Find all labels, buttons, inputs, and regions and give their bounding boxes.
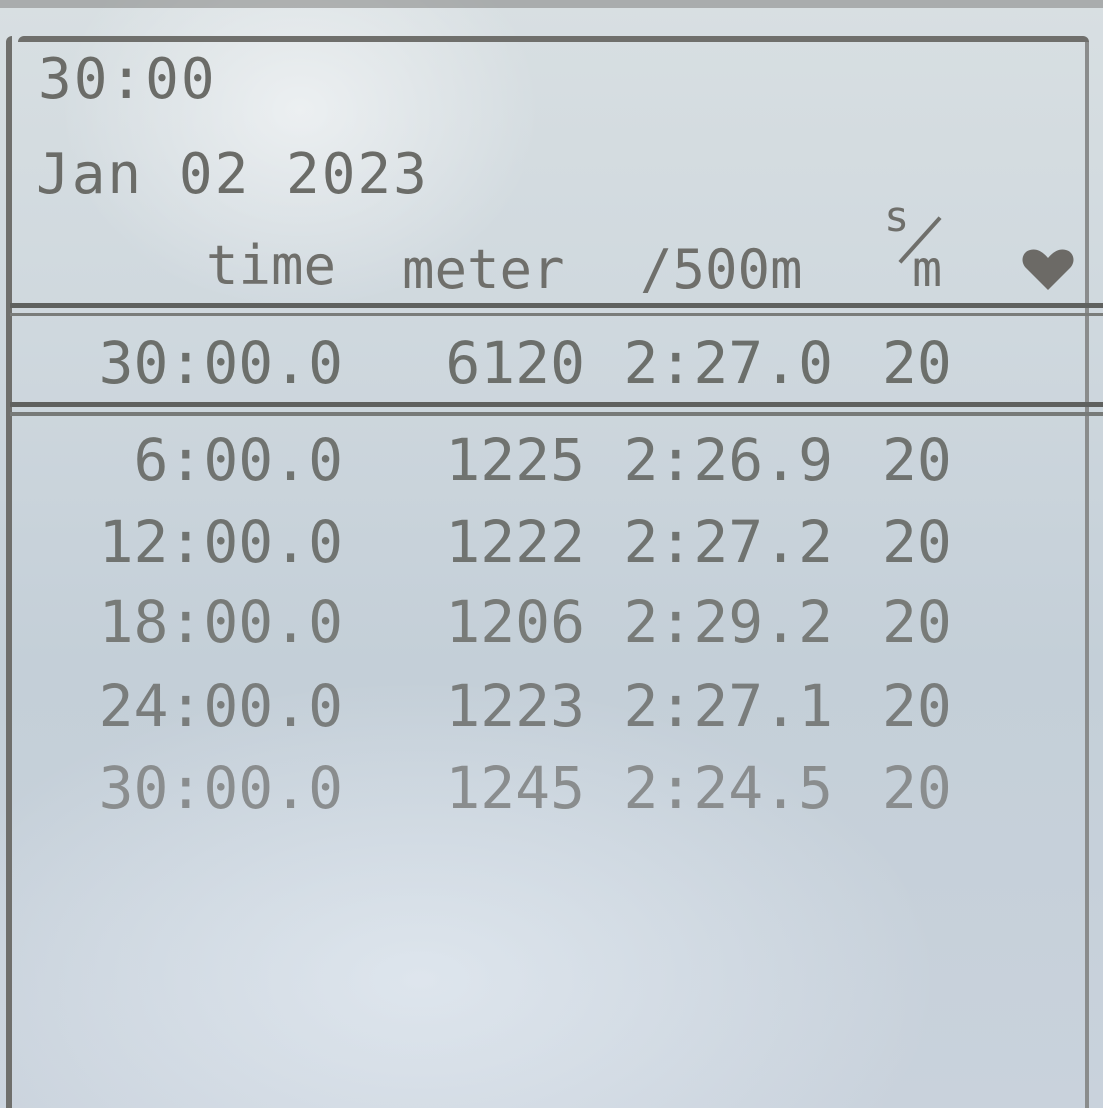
workout-date: Jan 02 2023 [36,142,429,207]
split-row: 30:00.0 1245 2:24.5 20 [0,748,1103,828]
split-pace: 2:24.5 [623,754,833,822]
split-row: 18:00.0 1206 2:29.2 20 [0,582,1103,662]
split-row: 6:00.0 1225 2:26.9 20 [0,420,1103,500]
split-row: 12:00.0 1222 2:27.2 20 [0,502,1103,582]
split-pace: 2:27.1 [623,672,833,740]
column-header-time: time [206,234,337,297]
split-time: 12:00.0 [98,508,343,576]
total-stroke-rate: 20 [882,329,952,397]
display-frame-top [18,36,1089,42]
total-pace: 2:27.0 [623,329,833,397]
total-divider [10,402,1103,407]
workout-duration: 30:00 [38,47,217,112]
split-meter: 1225 [445,426,585,494]
split-time: 24:00.0 [98,672,343,740]
total-row: 30:00.0 6120 2:27.0 20 [0,323,1103,403]
header-divider [10,303,1103,308]
total-meter: 6120 [445,329,585,397]
split-stroke-rate: 20 [882,672,952,740]
split-time: 18:00.0 [98,588,343,656]
split-pace: 2:27.2 [623,508,833,576]
split-meter: 1245 [445,754,585,822]
split-meter: 1222 [445,508,585,576]
stroke-rate-m: m [912,240,943,298]
split-time: 6:00.0 [133,426,343,494]
total-divider-shadow [10,412,1103,416]
split-stroke-rate: 20 [882,508,952,576]
column-header-meter: meter [402,238,565,301]
split-pace: 2:29.2 [623,588,833,656]
split-meter: 1206 [445,588,585,656]
split-pace: 2:26.9 [623,426,833,494]
stroke-rate-s: s [884,192,910,241]
header-divider-shadow [10,313,1103,316]
display-frame-right [1085,42,1089,1108]
split-stroke-rate: 20 [882,754,952,822]
split-stroke-rate: 20 [882,588,952,656]
split-meter: 1223 [445,672,585,740]
column-header-stroke-rate: s m [880,194,970,304]
heart-icon [1022,249,1074,290]
split-stroke-rate: 20 [882,426,952,494]
split-time: 30:00.0 [98,754,343,822]
screen-bezel-edge [0,0,1103,8]
display-frame-left [6,36,12,1108]
total-time: 30:00.0 [98,329,343,397]
column-header-pace: /500m [640,238,803,301]
split-row: 24:00.0 1223 2:27.1 20 [0,666,1103,746]
